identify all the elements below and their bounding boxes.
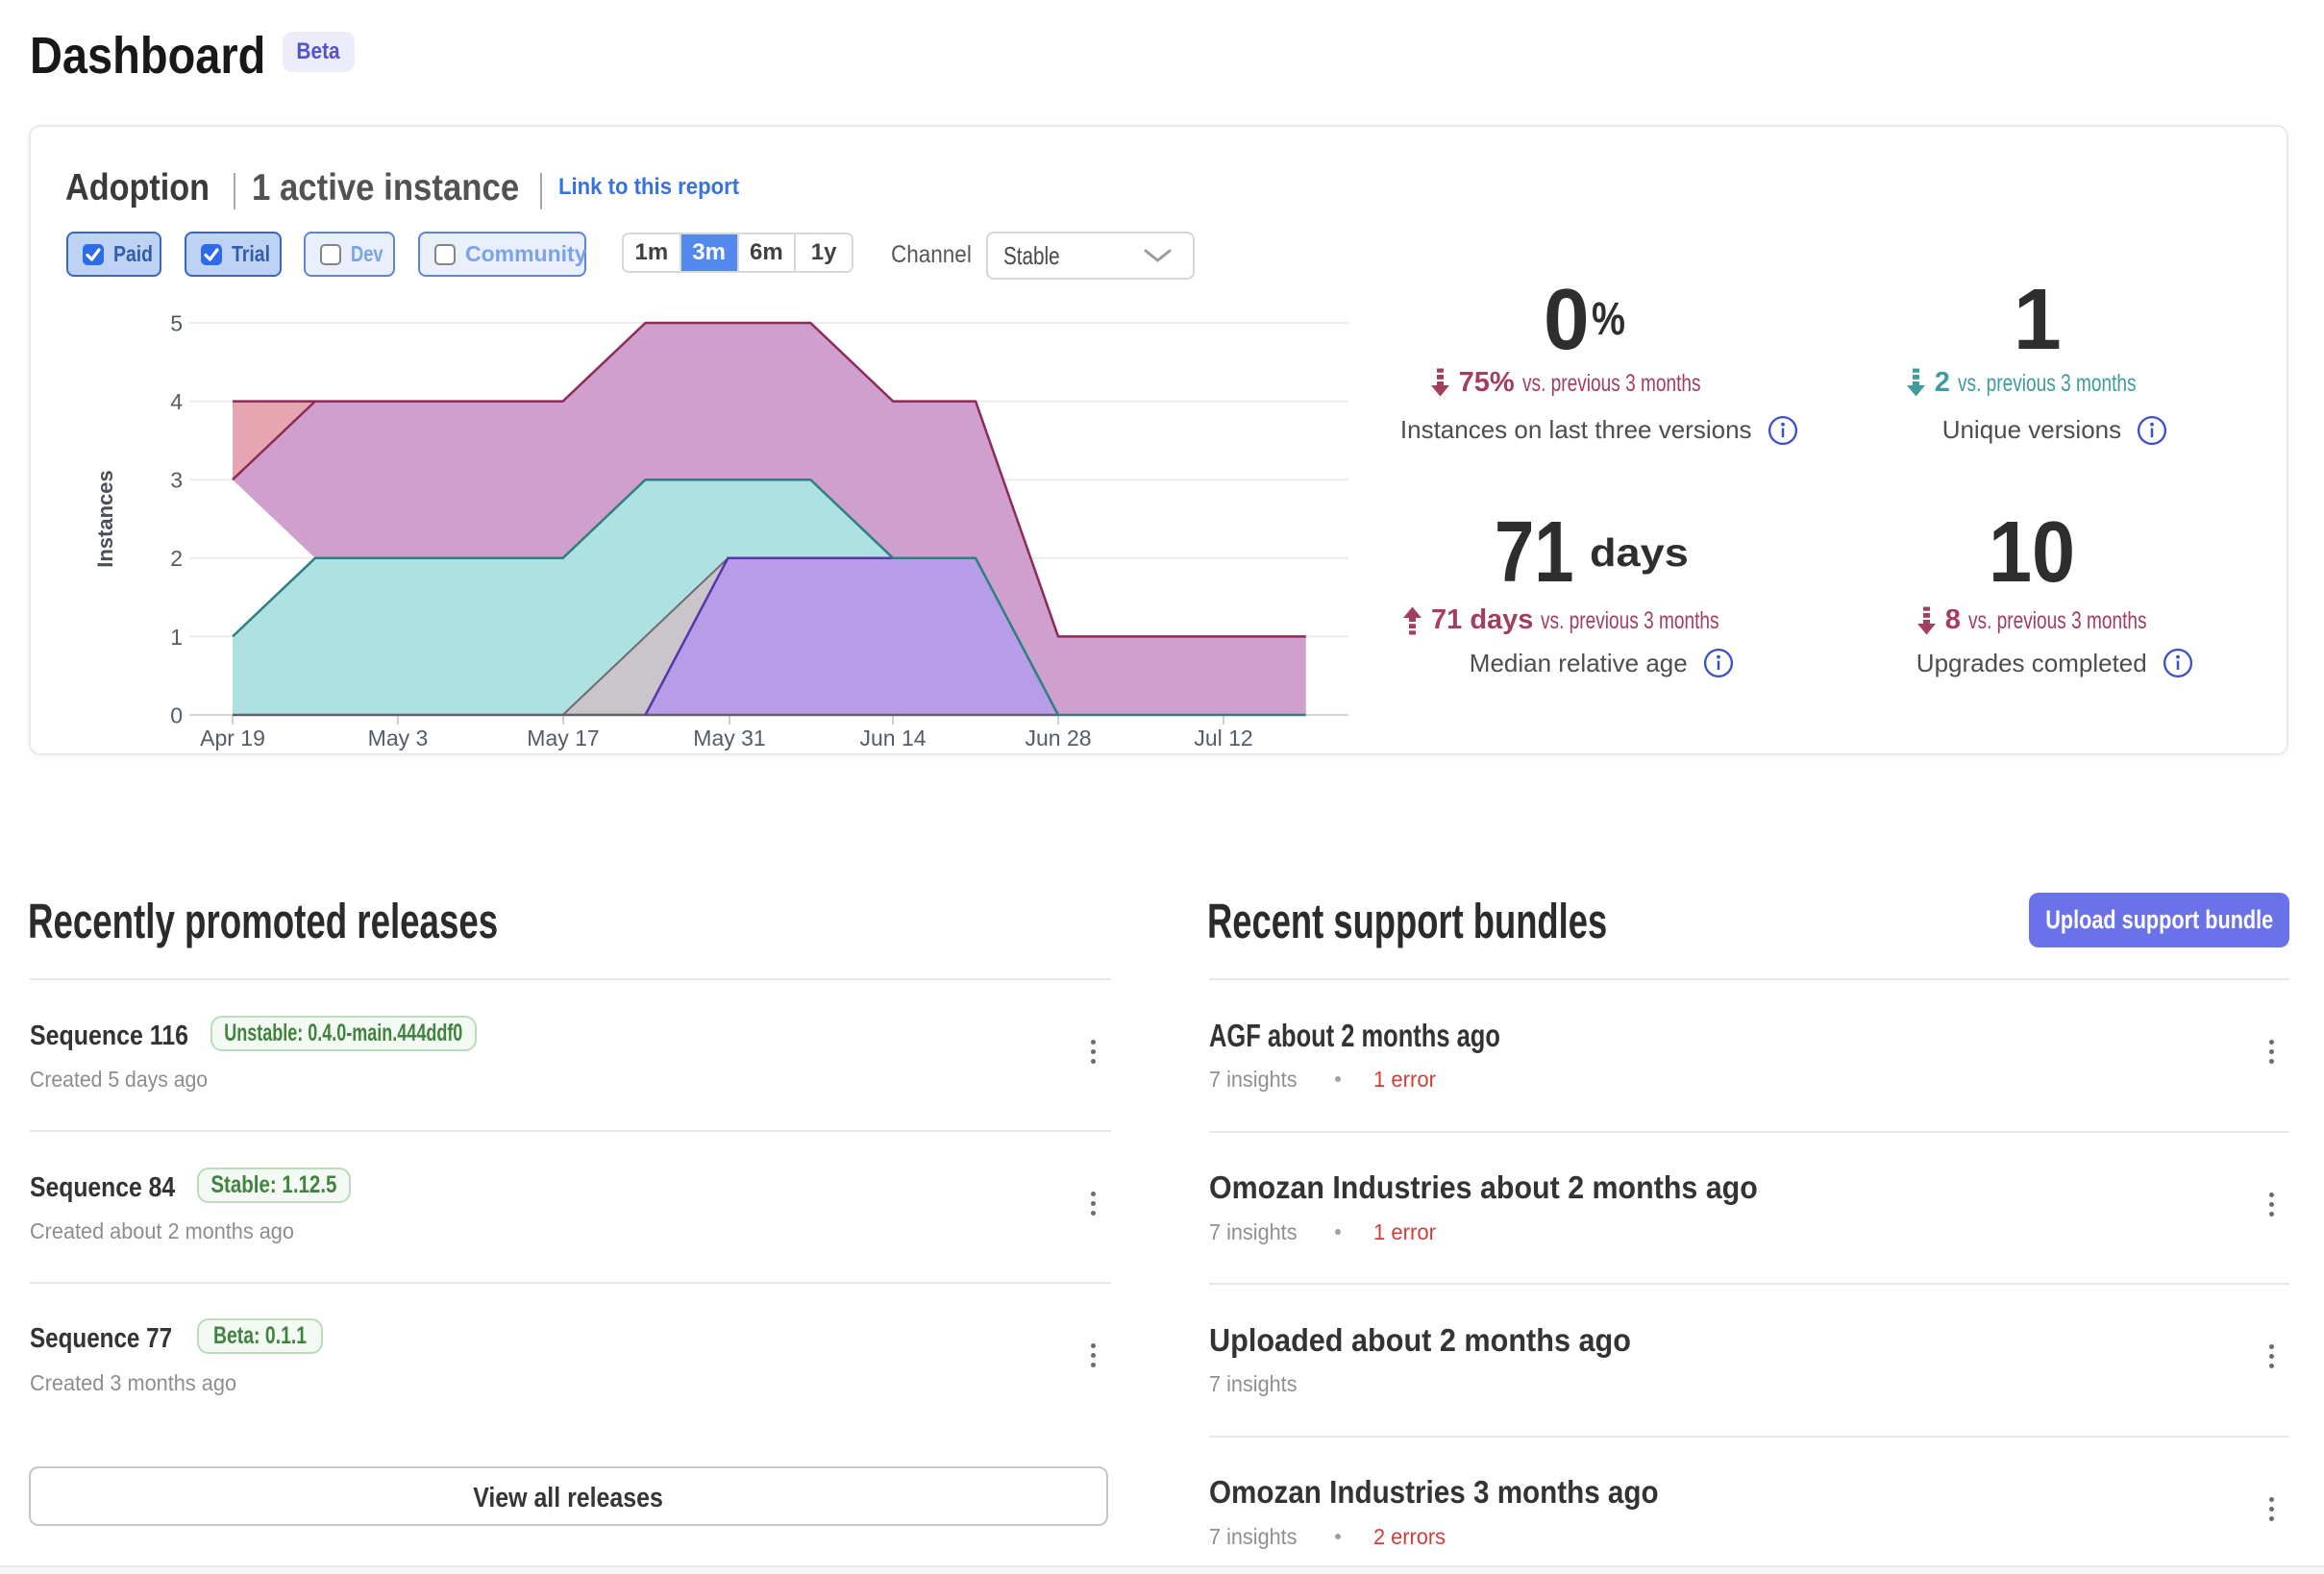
svg-text:Instances: Instances	[93, 470, 117, 568]
svg-text:5: 5	[170, 310, 183, 335]
svg-text:3: 3	[170, 468, 183, 493]
svg-text:0: 0	[170, 702, 183, 727]
svg-text:2: 2	[170, 546, 183, 571]
svg-text:May 3: May 3	[368, 726, 429, 750]
svg-text:May 31: May 31	[693, 726, 765, 750]
svg-text:Jun 14: Jun 14	[859, 726, 926, 750]
svg-text:Apr 19: Apr 19	[200, 726, 265, 750]
svg-text:4: 4	[170, 389, 183, 414]
svg-text:1: 1	[170, 625, 183, 650]
svg-text:May 17: May 17	[527, 726, 599, 750]
svg-text:Jul 12: Jul 12	[1194, 726, 1252, 750]
svg-text:Jun 28: Jun 28	[1025, 726, 1091, 750]
